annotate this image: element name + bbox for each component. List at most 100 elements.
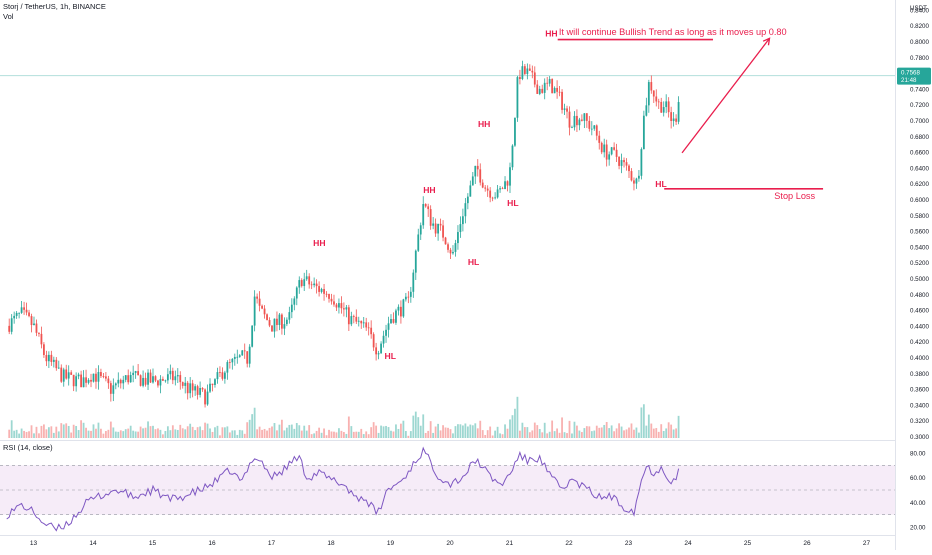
candle-body — [97, 372, 100, 382]
candle-body — [47, 354, 50, 362]
volume-bar — [573, 421, 576, 438]
candle-body — [82, 377, 85, 388]
candle-body — [672, 118, 675, 122]
volume-bar — [370, 427, 373, 438]
candle-body — [281, 314, 283, 329]
volume-bar — [142, 428, 144, 438]
volume-bar — [271, 426, 273, 438]
volume-bar — [263, 428, 266, 438]
volume-bar — [60, 423, 63, 438]
volume-bar — [100, 428, 102, 438]
candle-body — [223, 372, 226, 379]
candle-body — [390, 319, 392, 324]
volume-bar — [442, 425, 444, 438]
candle-body — [452, 251, 454, 254]
volume-bar — [464, 423, 467, 438]
y-tick-label: 0.3400 — [910, 402, 929, 409]
candle-body — [345, 307, 348, 310]
candle-body — [370, 327, 373, 335]
volume-bar — [350, 426, 353, 438]
volume-bar — [159, 429, 162, 438]
candle-body — [645, 105, 648, 116]
price-badge-countdown: 21:48 — [901, 77, 917, 84]
volume-bar — [107, 429, 110, 438]
volume-bar — [434, 426, 437, 438]
candle-body — [179, 375, 182, 383]
volume-bar — [642, 404, 645, 438]
candle-body — [211, 383, 214, 385]
candle-body — [228, 362, 231, 363]
volume-bar — [137, 431, 140, 438]
candle-body — [30, 316, 33, 326]
y-tick-label: 0.6800 — [910, 134, 929, 141]
candle-body — [526, 68, 529, 74]
volume-bar — [491, 435, 494, 438]
volume-bar — [323, 428, 325, 438]
candle-body — [387, 323, 390, 330]
volume-bar — [404, 431, 407, 438]
candle-body — [325, 293, 328, 295]
candle-body — [506, 181, 509, 186]
volume-bar — [392, 431, 395, 438]
x-tick-label: 16 — [208, 540, 216, 547]
candle-body — [315, 283, 318, 287]
volume-bar — [427, 430, 430, 438]
volume-bar — [164, 431, 167, 438]
candle-body — [266, 314, 268, 321]
volume-bar — [362, 434, 365, 438]
candle-body — [377, 353, 380, 355]
candle-body — [181, 382, 184, 386]
volume-bar — [325, 435, 328, 438]
candle-body — [528, 68, 531, 71]
volume-bar — [380, 425, 382, 438]
volume-bar — [338, 428, 340, 438]
volume-bar — [122, 431, 125, 438]
volume-bar — [494, 430, 497, 438]
volume-bar — [256, 429, 259, 438]
annotation-label: HH — [313, 238, 325, 248]
volume-bar — [578, 430, 581, 438]
volume-bar — [454, 426, 457, 438]
candle-body — [536, 84, 539, 94]
candle-body — [457, 232, 459, 244]
candle-body — [613, 147, 616, 150]
volume-bar — [335, 432, 338, 438]
candle-body — [8, 325, 11, 332]
candle-body — [261, 305, 263, 309]
candle-body — [392, 319, 395, 323]
candle-body — [402, 299, 405, 317]
candle-body — [90, 379, 92, 382]
volume-bar — [114, 431, 117, 438]
volume-bar — [152, 425, 154, 438]
volume-bar — [461, 425, 464, 438]
candle-body — [620, 160, 623, 166]
candle-body — [129, 375, 132, 383]
candle-body — [124, 375, 127, 380]
volume-bar — [77, 430, 80, 438]
candle-body — [590, 128, 593, 130]
volume-bar — [407, 435, 410, 438]
candle-body — [162, 378, 164, 381]
candle-body — [662, 107, 665, 113]
volume-bar — [92, 424, 95, 438]
candle-body — [657, 101, 660, 103]
y-tick-label: 0.3000 — [910, 434, 929, 441]
candle-body — [191, 383, 194, 391]
candle-body — [543, 82, 546, 93]
candle-body — [258, 298, 261, 306]
candle-body — [25, 309, 28, 313]
candle-body — [357, 320, 360, 322]
volume-bar — [484, 435, 487, 438]
candle-body — [484, 187, 487, 189]
candle-body — [352, 316, 355, 317]
volume-bar — [409, 431, 412, 438]
volume-bar — [528, 432, 531, 438]
volume-bar — [437, 423, 439, 438]
candle-body — [553, 87, 556, 94]
candle-body — [87, 379, 90, 383]
volume-bar — [566, 433, 568, 438]
candle-body — [75, 376, 78, 387]
candle-body — [157, 380, 159, 386]
